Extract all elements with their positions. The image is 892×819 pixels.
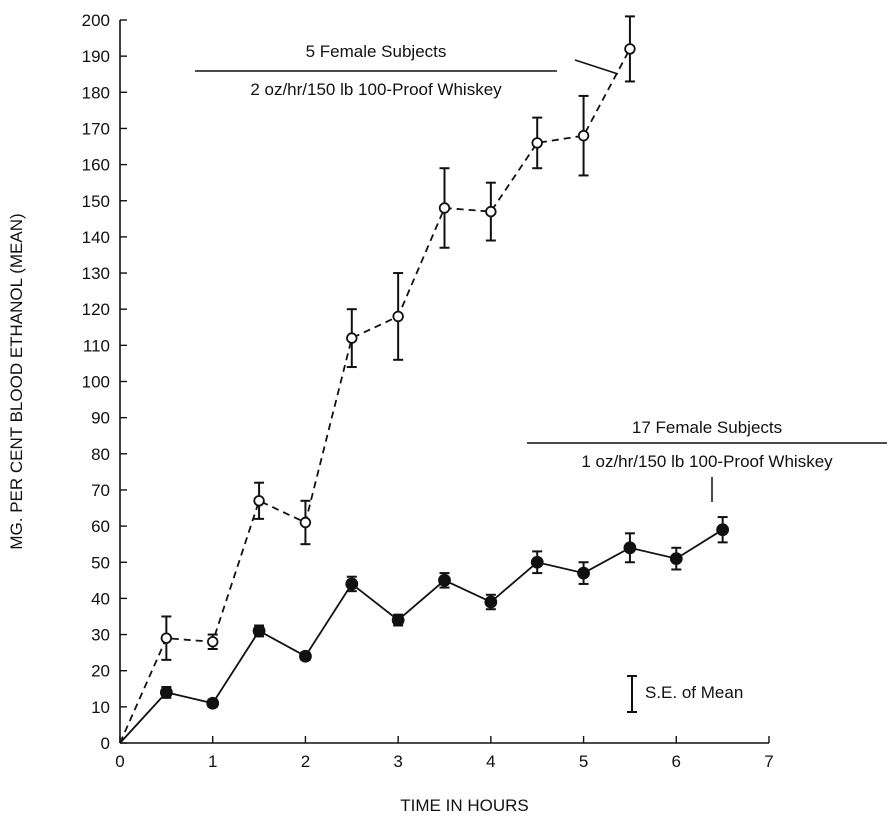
data-point xyxy=(391,613,405,627)
y-axis-title: MG. PER CENT BLOOD ETHANOL (MEAN) xyxy=(7,213,26,549)
x-tick-label: 2 xyxy=(301,752,310,771)
x-tick-label: 6 xyxy=(672,752,681,771)
y-tick-label: 170 xyxy=(82,119,110,138)
data-point xyxy=(346,332,358,344)
series-1-label-line-1: 5 Female Subjects xyxy=(306,42,447,61)
data-point xyxy=(577,129,590,142)
x-tick-label: 4 xyxy=(486,752,495,771)
series-2-label-line-2: 1 oz/hr/150 lb 100-Proof Whiskey xyxy=(581,452,833,471)
series-2-label-line-1: 17 Female Subjects xyxy=(632,418,782,437)
y-tick-label: 140 xyxy=(82,228,110,247)
data-point xyxy=(577,566,590,580)
data-point xyxy=(531,137,543,149)
x-tick-label: 0 xyxy=(115,752,124,771)
data-point xyxy=(299,649,312,663)
series-1-label: 5 Female Subjects 2 oz/hr/150 lb 100-Pro… xyxy=(195,42,619,99)
y-tick-label: 0 xyxy=(101,734,110,753)
series-layer xyxy=(119,15,730,744)
x-axis-title: TIME IN HOURS xyxy=(400,796,528,815)
series-2-line xyxy=(119,528,724,744)
data-point xyxy=(206,696,220,710)
y-tick-label: 100 xyxy=(82,373,110,392)
data-point xyxy=(484,595,498,609)
series-1-label-line-2: 2 oz/hr/150 lb 100-Proof Whiskey xyxy=(250,80,502,99)
y-tick-label: 120 xyxy=(82,300,110,319)
y-tick-label: 110 xyxy=(83,336,110,355)
data-point xyxy=(207,636,219,648)
x-tick-label: 1 xyxy=(208,752,217,771)
y-tick-label: 20 xyxy=(91,662,110,681)
data-point xyxy=(345,577,359,591)
data-point xyxy=(253,495,265,507)
y-tick-label: 160 xyxy=(82,156,110,175)
data-point xyxy=(485,205,497,218)
y-tick-label: 150 xyxy=(82,192,110,211)
data-point xyxy=(159,685,173,699)
data-point xyxy=(530,555,544,569)
x-ticks: 0 1 2 3 4 5 6 7 xyxy=(115,736,774,771)
y-tick-label: 60 xyxy=(91,517,110,536)
data-point xyxy=(160,632,173,644)
data-point xyxy=(299,516,312,529)
series-2-label: 17 Female Subjects 1 oz/hr/150 lb 100-Pr… xyxy=(527,418,887,502)
y-tick-label: 190 xyxy=(82,47,110,66)
se-key: S.E. of Mean xyxy=(627,675,743,713)
series-1-leader-line xyxy=(574,59,619,75)
y-tick-label: 180 xyxy=(82,83,110,102)
y-tick-label: 90 xyxy=(91,409,110,428)
series-1 xyxy=(119,15,636,744)
y-ticks: 0 10 20 30 40 50 60 70 80 90 100 110 120 130 140 150 160… xyxy=(82,11,127,753)
y-tick-label: 200 xyxy=(82,11,110,30)
y-tick-label: 130 xyxy=(82,264,110,283)
series-1-line xyxy=(119,48,631,744)
data-point xyxy=(624,43,636,55)
data-point xyxy=(438,573,451,587)
y-tick-label: 50 xyxy=(91,553,110,572)
data-point xyxy=(669,552,683,566)
y-tick-label: 10 xyxy=(91,698,110,717)
data-point xyxy=(716,523,730,537)
data-point xyxy=(438,202,451,214)
y-tick-label: 70 xyxy=(91,481,110,500)
x-tick-label: 3 xyxy=(393,752,402,771)
y-tick-label: 30 xyxy=(91,626,110,645)
data-point xyxy=(252,624,266,638)
se-key-label: S.E. of Mean xyxy=(645,683,743,702)
data-point xyxy=(623,541,637,555)
data-point xyxy=(392,310,404,323)
y-tick-label: 40 xyxy=(91,589,110,608)
y-tick-label: 80 xyxy=(91,445,110,464)
series-2 xyxy=(119,516,730,744)
x-tick-label: 7 xyxy=(764,752,773,771)
x-tick-label: 5 xyxy=(579,752,588,771)
